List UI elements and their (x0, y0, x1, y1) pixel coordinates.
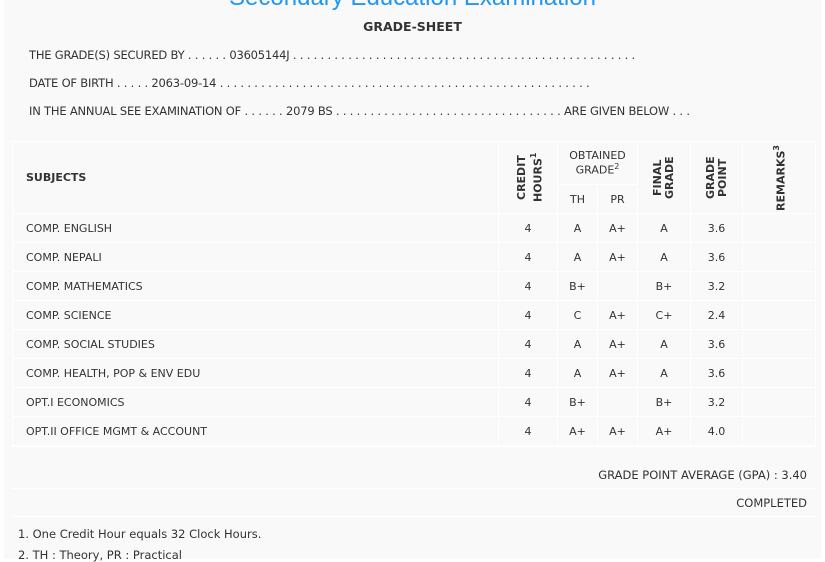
cell-gp: 3.6 (690, 213, 743, 243)
cell-th: B+ (557, 271, 598, 301)
divider (12, 516, 816, 517)
cell-pr: A+ (597, 242, 638, 272)
cell-pr (597, 387, 638, 417)
cell-remarks (742, 271, 816, 301)
cell-subject: COMP. HEALTH, POP & ENV EDU (12, 358, 499, 388)
footnote: 1. One Credit Hour equals 32 Clock Hours… (18, 527, 262, 541)
cell-th: A (557, 358, 598, 388)
col-remarks: REMARKS3 (742, 141, 816, 214)
cell-credit: 4 (498, 271, 558, 301)
cell-th: A (557, 213, 598, 243)
cell-final: A (637, 242, 691, 272)
cell-remarks (742, 387, 816, 417)
cell-subject: COMP. SOCIAL STUDIES (12, 329, 499, 359)
cell-credit: 4 (498, 213, 558, 243)
table-row: OPT.II OFFICE MGMT & ACCOUNT 4 A+ A+ A+ 4.0 (12, 416, 816, 446)
cell-final: C+ (637, 300, 691, 330)
cell-subject: COMP. SCIENCE (12, 300, 499, 330)
cell-subject: OPT.II OFFICE MGMT & ACCOUNT (12, 416, 499, 446)
cell-pr (597, 271, 638, 301)
cell-final: B+ (637, 387, 691, 417)
table-row: COMP. ENGLISH 4 A A+ A 3.6 (12, 213, 816, 243)
col-credit-hours: CREDIT HOURS1 (498, 141, 558, 214)
gpa: GRADE POINT AVERAGE (GPA) : 3.40 (598, 468, 807, 482)
cell-subject: OPT.I ECONOMICS (12, 387, 499, 417)
cell-th: B+ (557, 387, 598, 417)
exam-info: IN THE ANNUAL SEE EXAMINATION OF . . . .… (29, 104, 690, 118)
grades-table: SUBJECTS CREDIT HOURS1 OBTAINED GRADE2 F… (12, 141, 816, 446)
cell-credit: 4 (498, 387, 558, 417)
table-row: COMP. SCIENCE 4 C A+ C+ 2.4 (12, 300, 816, 330)
cell-pr: A+ (597, 213, 638, 243)
cell-remarks (742, 416, 816, 446)
col-final-grade: FINAL GRADE (637, 141, 691, 214)
cell-credit: 4 (498, 300, 558, 330)
cell-remarks (742, 242, 816, 272)
cell-gp: 3.6 (690, 329, 743, 359)
cell-gp: 4.0 (690, 416, 743, 446)
col-obtained-grade: OBTAINED GRADE2 (557, 141, 638, 185)
col-grade-point: GRADE POINT (690, 141, 743, 214)
divider (12, 488, 816, 489)
cell-subject: COMP. ENGLISH (12, 213, 499, 243)
table-row: COMP. NEPALI 4 A A+ A 3.6 (12, 242, 816, 272)
cell-credit: 4 (498, 358, 558, 388)
cell-th: A (557, 242, 598, 272)
table-row: COMP. HEALTH, POP & ENV EDU 4 A A+ A 3.6 (12, 358, 816, 388)
cell-final: B+ (637, 271, 691, 301)
exam-title: Secondary Education Examination (4, 0, 821, 12)
cell-th: A (557, 329, 598, 359)
cell-remarks (742, 300, 816, 330)
cell-remarks (742, 358, 816, 388)
cell-credit: 4 (498, 242, 558, 272)
cell-remarks (742, 329, 816, 359)
secured-by: THE GRADE(S) SECURED BY . . . . . . 0360… (29, 48, 636, 62)
cell-gp: 3.6 (690, 242, 743, 272)
cell-final: A (637, 358, 691, 388)
col-th: TH (557, 184, 598, 214)
cell-pr: A+ (597, 416, 638, 446)
cell-credit: 4 (498, 329, 558, 359)
footnote: 2. TH : Theory, PR : Practical (18, 548, 182, 562)
cell-final: A (637, 329, 691, 359)
cell-credit: 4 (498, 416, 558, 446)
cell-th: C (557, 300, 598, 330)
cell-pr: A+ (597, 300, 638, 330)
cell-gp: 2.4 (690, 300, 743, 330)
col-subjects: SUBJECTS (12, 141, 499, 214)
sheet-title: GRADE-SHEET (363, 19, 462, 34)
cell-final: A+ (637, 416, 691, 446)
date-of-birth: DATE OF BIRTH . . . . . 2063-09-14 . . .… (29, 76, 590, 90)
cell-gp: 3.6 (690, 358, 743, 388)
table-row: COMP. SOCIAL STUDIES 4 A A+ A 3.6 (12, 329, 816, 359)
cell-th: A+ (557, 416, 598, 446)
cell-gp: 3.2 (690, 271, 743, 301)
cell-final: A (637, 213, 691, 243)
cell-pr: A+ (597, 329, 638, 359)
result-status: COMPLETED (736, 496, 807, 510)
table-row: OPT.I ECONOMICS 4 B+ B+ 3.2 (12, 387, 816, 417)
divider (12, 446, 816, 447)
table-row: COMP. MATHEMATICS 4 B+ B+ 3.2 (12, 271, 816, 301)
cell-pr: A+ (597, 358, 638, 388)
cell-subject: COMP. NEPALI (12, 242, 499, 272)
cell-gp: 3.2 (690, 387, 743, 417)
cell-remarks (742, 213, 816, 243)
grade-sheet: Secondary Education Examination GRADE-SH… (4, 0, 821, 562)
col-pr: PR (597, 184, 638, 214)
cell-subject: COMP. MATHEMATICS (12, 271, 499, 301)
